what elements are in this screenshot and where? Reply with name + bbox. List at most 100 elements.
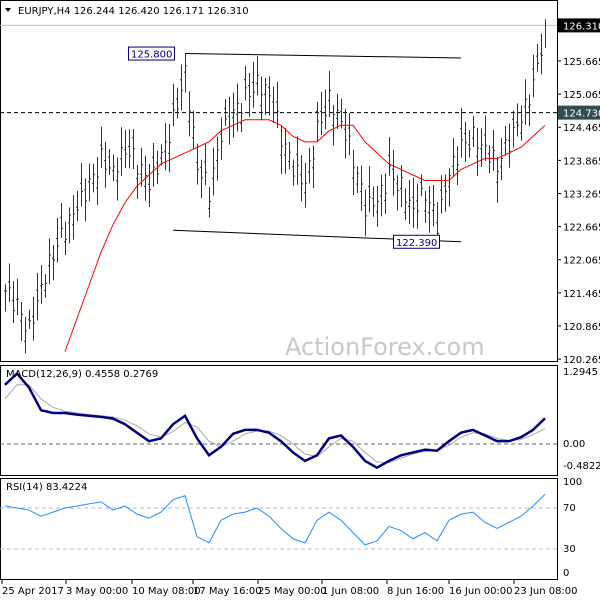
macd-tick-label: 0.00 [563, 439, 585, 450]
price-bar [232, 92, 235, 138]
price-bar [380, 174, 383, 217]
current-price-label: 126.310 [563, 21, 600, 32]
y-tick-label: 120.265 [563, 355, 600, 366]
y-tick-label: 125.065 [563, 90, 600, 101]
price-bar [24, 316, 27, 354]
price-bar [340, 98, 343, 129]
price-bar [168, 124, 171, 173]
x-tick-label: 25 Apr 2017 [2, 586, 64, 597]
rsi-line [4, 493, 546, 546]
price-bar [288, 141, 291, 170]
price-bar [420, 174, 423, 197]
price-bar [372, 186, 375, 217]
price-bar [40, 265, 43, 304]
price-bar [464, 121, 467, 162]
price-bar [508, 123, 511, 168]
price-bar [484, 115, 487, 161]
price-bar [160, 144, 163, 166]
price-bar [244, 65, 247, 101]
level-label: 125.800 [131, 50, 172, 61]
price-bar [136, 165, 139, 199]
trendline-resistance [184, 53, 462, 59]
y-tick-label: 125.665 [563, 57, 600, 68]
price-bar [324, 89, 327, 130]
price-bar [532, 54, 535, 98]
rsi-tick-label: 0 [563, 568, 569, 579]
price-bar [492, 130, 495, 171]
price-bar [404, 188, 407, 221]
price-bar [92, 163, 95, 193]
price-bar [348, 112, 351, 156]
price-bar [84, 178, 87, 222]
price-bar [164, 122, 167, 171]
price-bars [4, 33, 543, 354]
current-price-tag [558, 18, 600, 33]
price-bar [512, 110, 515, 148]
price-bar [180, 64, 183, 111]
watermark: ActionForex.com [285, 333, 485, 361]
price-bar [12, 281, 15, 323]
price-bar [388, 137, 391, 176]
price-bar [344, 108, 347, 159]
price-bar [424, 190, 427, 223]
price-bar [212, 147, 215, 196]
price-bar [184, 54, 187, 93]
price-bar [456, 146, 459, 186]
price-bar [4, 284, 7, 312]
price-bar [392, 149, 395, 196]
price-bar [336, 93, 339, 130]
price-bar [472, 116, 475, 148]
macd-line [4, 371, 546, 470]
price-bar [448, 168, 451, 207]
price-bar [316, 101, 319, 142]
x-tick-label: 17 May 16:00 [193, 586, 262, 597]
price-bar [148, 163, 151, 207]
level-label-box [393, 234, 440, 249]
y-tick-label: 120.865 [563, 322, 600, 333]
price-bar [140, 147, 143, 187]
level-label-box [128, 46, 175, 61]
price-bar [360, 165, 363, 211]
price-bar [152, 142, 155, 187]
price-bar [196, 143, 199, 185]
macd-tick-label: -0.4822 [563, 461, 600, 472]
price-bar [400, 165, 403, 208]
level-tag-label: 124.730 [563, 109, 600, 120]
macd-title: MACD(12,26,9) 0.4558 0.2769 [6, 369, 158, 380]
price-bar [376, 185, 379, 227]
price-bar [172, 83, 175, 127]
price-bar [104, 141, 107, 188]
price-bar [304, 162, 307, 208]
price-bar [60, 203, 63, 238]
price-bar [528, 94, 531, 127]
price-bar [256, 56, 259, 96]
y-tick-label: 124.465 [563, 123, 600, 134]
price-bar [100, 126, 103, 168]
price-bar [296, 136, 299, 185]
price-bar [320, 91, 323, 136]
price-bar [204, 144, 207, 186]
macd-panel [0, 365, 558, 476]
price-bar [352, 149, 355, 195]
price-bar [56, 218, 59, 263]
price-bar [312, 145, 315, 188]
price-bar [132, 129, 135, 170]
price-bar [68, 207, 71, 244]
price-bar [476, 127, 479, 177]
price-bar [440, 175, 443, 214]
price-bar [188, 91, 191, 137]
price-bar [364, 189, 367, 237]
dropdown-triangle-icon [5, 8, 11, 12]
price-bar [488, 145, 491, 174]
price-bar [284, 128, 287, 174]
price-bar [64, 221, 67, 256]
x-tick-label: 8 Jun 16:00 [387, 586, 444, 597]
price-bar [332, 104, 335, 146]
x-tick-label: 10 May 08:00 [132, 586, 201, 597]
price-bar [108, 148, 111, 175]
y-tick-label: 122.065 [563, 256, 600, 267]
price-bar [468, 130, 471, 158]
x-tick-label: 16 Jun 00:00 [449, 586, 513, 597]
price-bar [276, 81, 279, 128]
rsi-panel [0, 478, 558, 580]
